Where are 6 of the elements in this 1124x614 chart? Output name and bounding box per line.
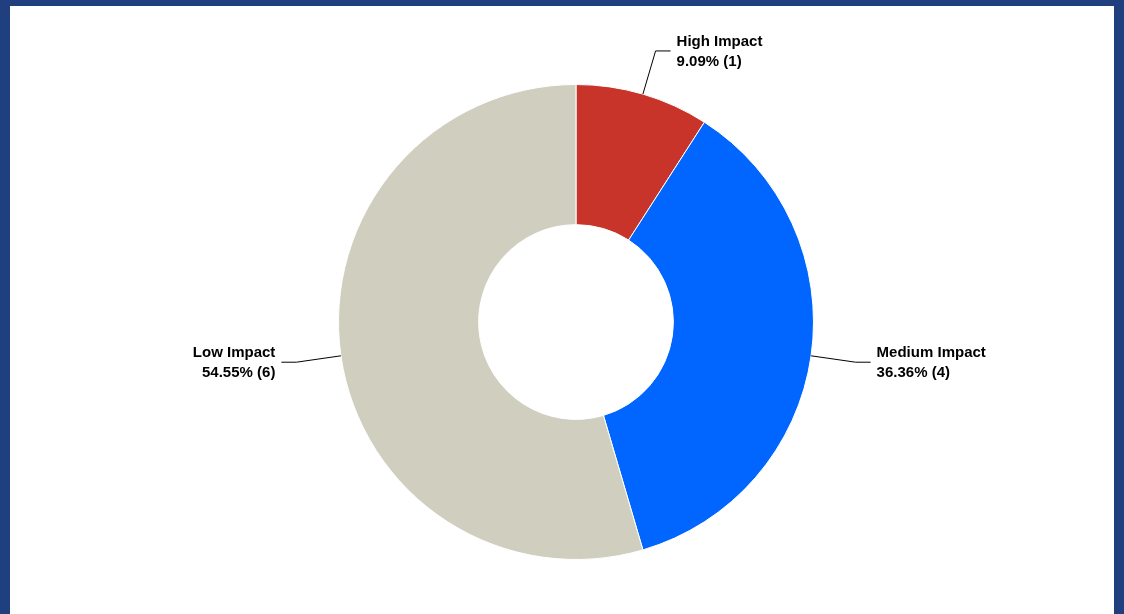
data-label: 54.55% (6) xyxy=(202,363,276,381)
slice-label: High Impact xyxy=(676,32,763,50)
data-label: 36.36% (4) xyxy=(876,363,950,381)
slice-label: Medium Impact xyxy=(876,343,986,361)
slice-label: Low Impact xyxy=(192,343,276,361)
data-label: 9.09% (1) xyxy=(676,52,742,70)
